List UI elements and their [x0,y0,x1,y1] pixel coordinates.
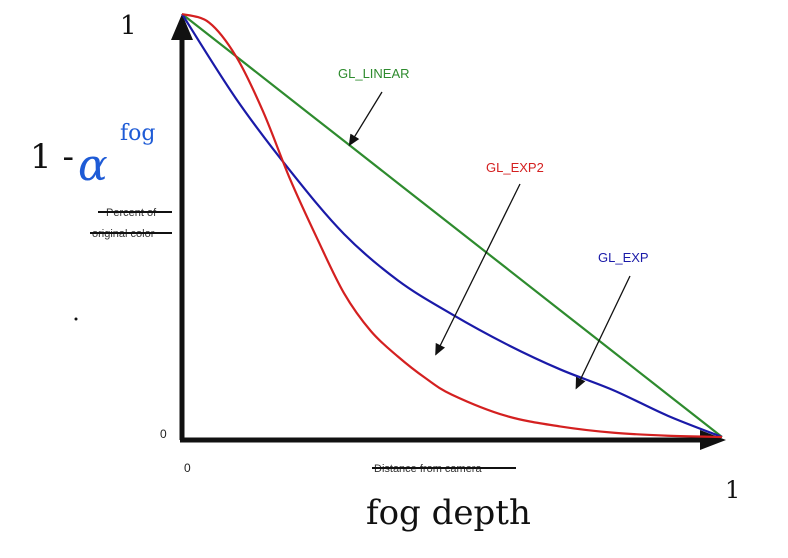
hand-x-end-one: 1 [725,476,740,504]
y-axis-label: Percent of original color [90,207,172,240]
series-layer [181,12,723,439]
stray-ink-dot [74,317,78,321]
annotation-arrow-gl-linear [348,91,383,147]
x-axis-arrowhead [700,430,726,450]
y-tick-label: 0 [160,427,167,441]
series-line-gl-linear [181,13,723,438]
series-line-gl-exp2 [181,12,723,439]
hand-ylabel-alpha: α [78,140,108,191]
annotation-arrow-gl-exp2 [435,183,521,356]
annotation-layer: GL_LINEAR GL_EXP2 GL_EXP [338,66,649,390]
axes [171,14,726,450]
hand-ylabel-superscript: fog [120,121,155,146]
annotation-arrow-gl-exp [575,275,631,390]
hand-ylabel-prefix: 1 - [30,137,74,177]
annotation-label-gl-linear: GL_LINEAR [338,66,410,81]
x-tick-label: 0 [184,461,191,475]
handwritten-notes: 1 1 1 - α fog fog depth [30,11,740,533]
hand-xlabel: fog depth [366,493,531,533]
series-line-gl-exp [181,13,723,439]
annotation-label-gl-exp2: GL_EXP2 [486,160,544,175]
annotation-label-gl-exp: GL_EXP [598,250,649,265]
hand-y-top-one: 1 [120,11,137,41]
y-axis-arrowhead [171,14,193,40]
x-axis-label: Distance from camera [372,463,516,475]
